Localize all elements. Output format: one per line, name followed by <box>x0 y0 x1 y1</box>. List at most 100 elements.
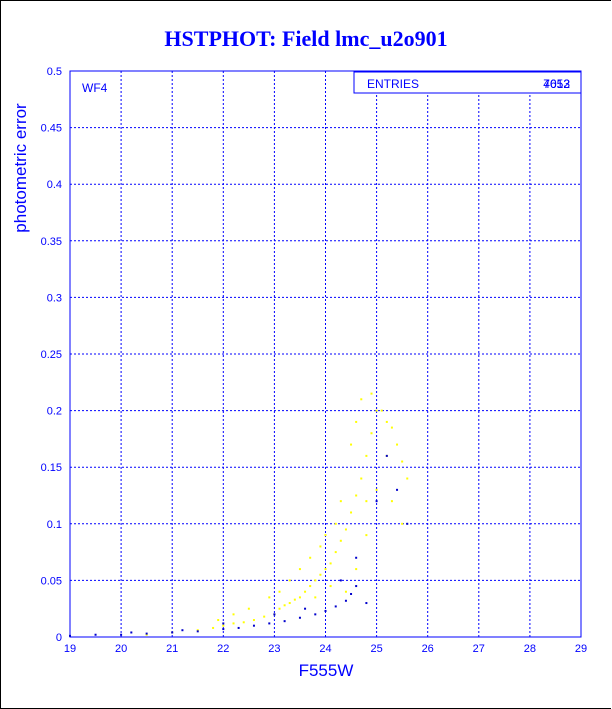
scatter-point <box>355 494 358 497</box>
scatter-point <box>401 460 404 463</box>
scatter-point <box>334 605 337 608</box>
x-tick-label: 21 <box>166 643 178 655</box>
scatter-point <box>365 534 368 537</box>
x-tick-label: 26 <box>422 643 434 655</box>
scatter-point <box>406 522 409 525</box>
scatter-point <box>268 596 271 599</box>
scatter-point <box>350 511 353 514</box>
stats-box-frame <box>353 71 582 94</box>
scatter-point <box>350 592 353 595</box>
scatter-point <box>278 590 281 593</box>
scatter-point <box>268 622 271 625</box>
scatter-point <box>355 585 358 588</box>
scatter-point <box>263 615 266 618</box>
scatter-point <box>196 630 199 633</box>
scatter-point <box>232 613 235 616</box>
scatter-point <box>360 477 363 480</box>
scatter-point <box>390 426 393 429</box>
scatter-point <box>385 420 388 423</box>
scatter-point <box>370 432 373 435</box>
scatter-point <box>217 619 220 622</box>
scatter-point <box>365 602 368 605</box>
scatter-point <box>396 443 399 446</box>
grid <box>69 70 582 638</box>
y-ticks: 0 0.05 0.1 0.15 0.2 0.25 0.3 0.35 0.4 0.45 0.5 <box>41 66 62 644</box>
scatter-point <box>288 602 291 605</box>
scatter-point <box>375 488 378 491</box>
y-axis-label: photometric error <box>11 103 30 233</box>
scatter-point <box>406 477 409 480</box>
scatter-point <box>273 613 276 616</box>
chart-title: HSTPHOT: Field lmc_u2o901 <box>164 26 447 51</box>
scatter-point <box>344 590 347 593</box>
stats-box: ENTRIES 7052 4613 <box>353 71 582 94</box>
scatter-point <box>222 622 225 625</box>
scatter-point <box>69 634 71 637</box>
scatter-point <box>212 626 215 629</box>
scatter-point <box>319 545 322 548</box>
y-tick-label: 0 <box>56 632 62 644</box>
scatter-point <box>385 454 388 457</box>
x-tick-label: 22 <box>217 643 229 655</box>
scatter-point <box>375 409 378 412</box>
x-tick-label: 29 <box>575 643 587 655</box>
scatter-point <box>339 539 342 542</box>
scatter-point <box>339 579 342 582</box>
scatter-point <box>171 631 174 634</box>
scatter-point <box>334 522 337 525</box>
scatter-point <box>401 522 404 525</box>
scatter-point <box>396 488 399 491</box>
scatter-point <box>344 599 347 602</box>
x-tick-label: 23 <box>268 643 280 655</box>
scatter-point <box>304 607 307 610</box>
scatter-point <box>334 551 337 554</box>
y-tick-label: 0.45 <box>41 123 62 135</box>
scatter-point <box>375 500 378 503</box>
stats-label: ENTRIES <box>367 77 419 91</box>
scatter-point <box>237 626 240 629</box>
y-tick-label: 0.1 <box>47 519 62 531</box>
y-tick-label: 0.05 <box>41 575 62 587</box>
scatter-point <box>350 443 353 446</box>
scatter-point <box>222 624 225 627</box>
scatter-point <box>314 596 317 599</box>
scatter-point <box>355 420 358 423</box>
scatter-point <box>145 632 148 635</box>
x-tick-label: 27 <box>473 643 485 655</box>
scatter-point <box>360 398 363 401</box>
scatter-point <box>365 500 368 503</box>
scatter-point <box>232 622 235 625</box>
scatter-point <box>130 631 133 634</box>
y-tick-label: 0.2 <box>47 406 62 418</box>
scatter-point <box>370 392 373 395</box>
scatter-point <box>222 628 225 631</box>
scatter-point <box>283 604 286 607</box>
scatter-point <box>309 585 312 588</box>
scatter-point <box>247 607 250 610</box>
scatter-point <box>278 607 281 610</box>
scatter-point <box>293 598 296 601</box>
panel-label: WF4 <box>82 81 108 95</box>
plot-area <box>69 70 582 638</box>
scatter-point <box>355 556 358 559</box>
scatter-point <box>181 629 184 632</box>
x-axis-label: F555W <box>299 661 354 680</box>
scatter-point <box>145 633 148 636</box>
y-tick-label: 0.3 <box>47 292 62 304</box>
y-tick-label: 0.25 <box>41 349 62 361</box>
x-ticks: 19 20 21 22 23 24 25 26 27 28 29 <box>64 643 587 655</box>
scatter-point <box>298 596 301 599</box>
scatter-point <box>365 454 368 457</box>
scatter-point <box>288 579 291 582</box>
scatter-point <box>344 528 347 531</box>
y-tick-label: 0.5 <box>47 66 62 78</box>
y-tick-label: 0.4 <box>47 179 62 191</box>
scatter-point <box>339 500 342 503</box>
scatter-point <box>120 633 123 636</box>
stats-value-2: 4613 <box>543 77 570 91</box>
y-tick-label: 0.15 <box>41 462 62 474</box>
scatter-point <box>355 568 358 571</box>
x-tick-label: 28 <box>524 643 536 655</box>
scatter-point <box>380 409 383 412</box>
